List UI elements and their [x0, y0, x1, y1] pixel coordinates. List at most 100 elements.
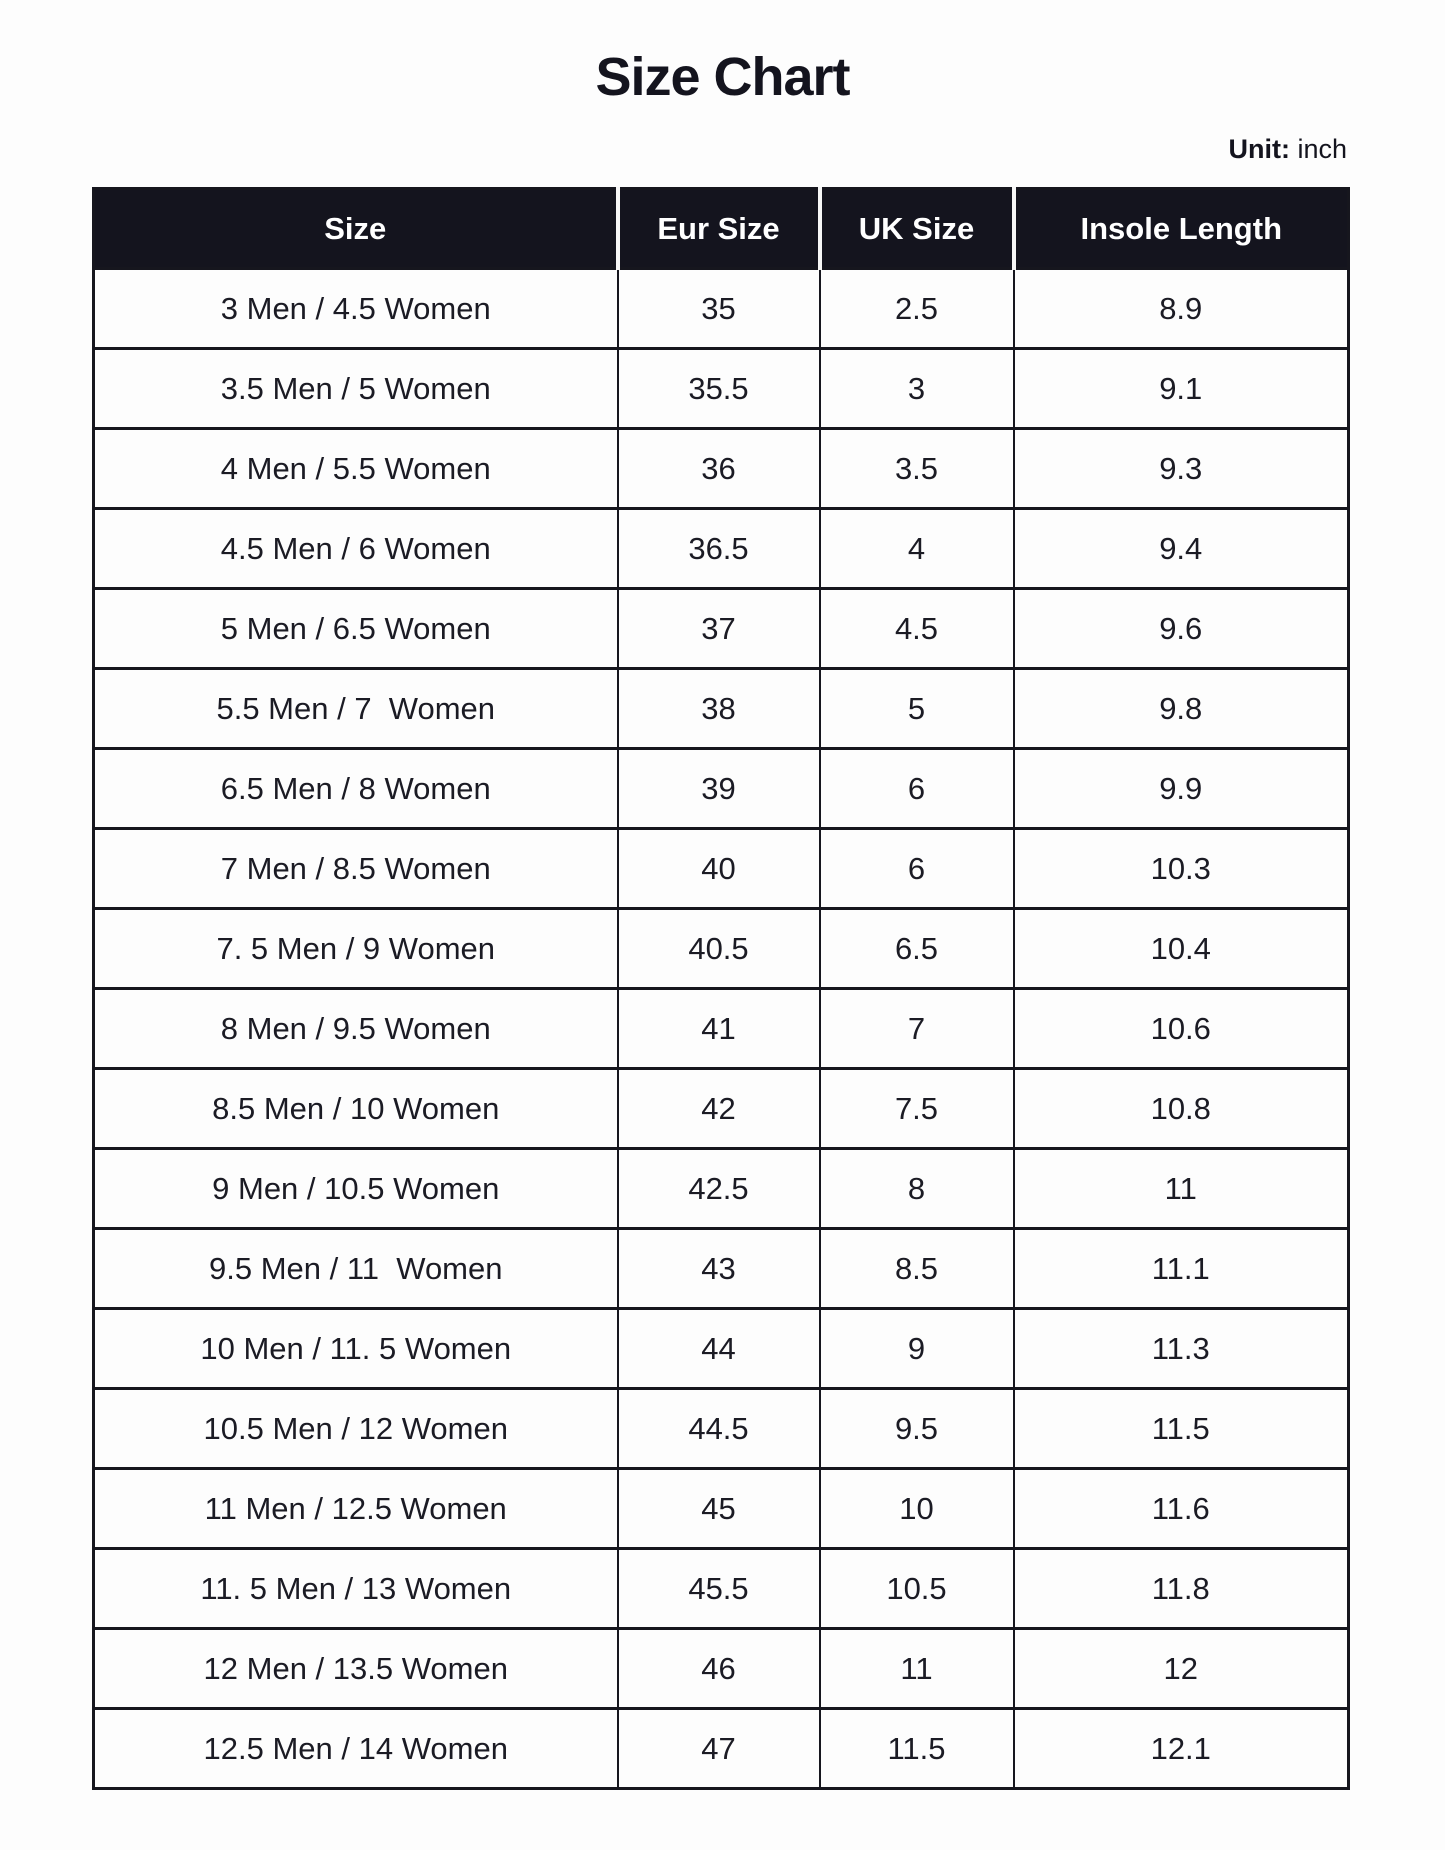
uk-size-cell: 8	[818, 1147, 1015, 1230]
eur-size-cell: 44	[616, 1307, 821, 1390]
uk-size-cell: 2.5	[818, 267, 1015, 350]
uk-size-cell: 7.5	[818, 1067, 1015, 1150]
size-cell: 9 Men / 10.5 Women	[92, 1147, 619, 1230]
eur-size-cell: 45.5	[616, 1547, 821, 1630]
table-body: 3 Men / 4.5 Women 35 2.5 8.9 3.5 Men / 5 Wom…	[92, 267, 1350, 1790]
insole-length-cell: 10.3	[1012, 827, 1350, 910]
insole-length-cell: 9.8	[1012, 667, 1350, 750]
uk-size-cell: 4.5	[818, 587, 1015, 670]
eur-size-cell: 47	[616, 1707, 821, 1790]
eur-size-cell: 38	[616, 667, 821, 750]
insole-length-cell: 11.3	[1012, 1307, 1350, 1390]
eur-size-cell: 42	[616, 1067, 821, 1150]
column-header-insole-length: Insole Length	[1011, 188, 1349, 270]
insole-length-cell: 10.8	[1012, 1067, 1350, 1150]
size-cell: 5.5 Men / 7 Women	[92, 667, 619, 750]
table-row: 10 Men / 11. 5 Women 44 9 11.3	[92, 1307, 1350, 1390]
insole-length-cell: 12.1	[1012, 1707, 1350, 1790]
table-row: 10.5 Men / 12 Women 44.5 9.5 11.5	[92, 1387, 1350, 1470]
insole-length-cell: 9.4	[1012, 507, 1350, 590]
table-row: 6.5 Men / 8 Women 39 6 9.9	[92, 747, 1350, 830]
size-cell: 8 Men / 9.5 Women	[92, 987, 619, 1070]
insole-length-cell: 9.9	[1012, 747, 1350, 830]
column-header-size: Size	[93, 188, 618, 270]
table-row: 3.5 Men / 5 Women 35.5 3 9.1	[92, 347, 1350, 430]
table-row: 9.5 Men / 11 Women 43 8.5 11.1	[92, 1227, 1350, 1310]
table-row: 8.5 Men / 10 Women 42 7.5 10.8	[92, 1067, 1350, 1150]
uk-size-cell: 6.5	[818, 907, 1015, 990]
size-cell: 12.5 Men / 14 Women	[92, 1707, 619, 1790]
uk-size-cell: 11	[818, 1627, 1015, 1710]
uk-size-cell: 3.5	[818, 427, 1015, 510]
uk-size-cell: 9	[818, 1307, 1015, 1390]
eur-size-cell: 41	[616, 987, 821, 1070]
insole-length-cell: 9.3	[1012, 427, 1350, 510]
eur-size-cell: 36.5	[616, 507, 821, 590]
size-cell: 11 Men / 12.5 Women	[92, 1467, 619, 1550]
uk-size-cell: 4	[818, 507, 1015, 590]
insole-length-cell: 11.1	[1012, 1227, 1350, 1310]
table-row: 12.5 Men / 14 Women 47 11.5 12.1	[92, 1707, 1350, 1790]
eur-size-cell: 37	[616, 587, 821, 670]
insole-length-cell: 11	[1012, 1147, 1350, 1230]
table-header: Size Eur Size UK Size Insole Length	[93, 188, 1349, 270]
table-row: 11 Men / 12.5 Women 45 10 11.6	[92, 1467, 1350, 1550]
uk-size-cell: 8.5	[818, 1227, 1015, 1310]
size-cell: 4 Men / 5.5 Women	[92, 427, 619, 510]
size-cell: 8.5 Men / 10 Women	[92, 1067, 619, 1150]
uk-size-cell: 5	[818, 667, 1015, 750]
eur-size-cell: 35	[616, 267, 821, 350]
eur-size-cell: 39	[616, 747, 821, 830]
size-cell: 6.5 Men / 8 Women	[92, 747, 619, 830]
column-header-uk-size: UK Size	[817, 188, 1014, 270]
page-title: Size Chart	[595, 47, 850, 107]
insole-length-cell: 8.9	[1012, 267, 1350, 350]
eur-size-cell: 42.5	[616, 1147, 821, 1230]
size-chart-table: Size Eur Size UK Size Insole Length 3 Me…	[92, 187, 1350, 1790]
size-cell: 10 Men / 11. 5 Women	[92, 1307, 619, 1390]
insole-length-cell: 11.5	[1012, 1387, 1350, 1470]
eur-size-cell: 44.5	[616, 1387, 821, 1470]
eur-size-cell: 45	[616, 1467, 821, 1550]
table-row: 8 Men / 9.5 Women 41 7 10.6	[92, 987, 1350, 1070]
insole-length-cell: 10.6	[1012, 987, 1350, 1070]
insole-length-cell: 12	[1012, 1627, 1350, 1710]
table-row: 11. 5 Men / 13 Women 45.5 10.5 11.8	[92, 1547, 1350, 1630]
insole-length-cell: 10.4	[1012, 907, 1350, 990]
uk-size-cell: 6	[818, 827, 1015, 910]
insole-length-cell: 9.6	[1012, 587, 1350, 670]
uk-size-cell: 9.5	[818, 1387, 1015, 1470]
size-cell: 7 Men / 8.5 Women	[92, 827, 619, 910]
size-cell: 7. 5 Men / 9 Women	[92, 907, 619, 990]
uk-size-cell: 10.5	[818, 1547, 1015, 1630]
column-header-eur-size: Eur Size	[615, 188, 820, 270]
unit-value: inch	[1289, 134, 1347, 164]
unit-line: Unit: inch	[92, 134, 1349, 165]
header-row: Size Eur Size UK Size Insole Length	[93, 188, 1349, 270]
eur-size-cell: 35.5	[616, 347, 821, 430]
uk-size-cell: 10	[818, 1467, 1015, 1550]
table-row: 4.5 Men / 6 Women 36.5 4 9.4	[92, 507, 1350, 590]
size-cell: 5 Men / 6.5 Women	[92, 587, 619, 670]
table-row: 3 Men / 4.5 Women 35 2.5 8.9	[92, 267, 1350, 350]
uk-size-cell: 11.5	[818, 1707, 1015, 1790]
insole-length-cell: 9.1	[1012, 347, 1350, 430]
insole-length-cell: 11.8	[1012, 1547, 1350, 1630]
size-cell: 4.5 Men / 6 Women	[92, 507, 619, 590]
size-cell: 12 Men / 13.5 Women	[92, 1627, 619, 1710]
uk-size-cell: 7	[818, 987, 1015, 1070]
table-row: 4 Men / 5.5 Women 36 3.5 9.3	[92, 427, 1350, 510]
insole-length-cell: 11.6	[1012, 1467, 1350, 1550]
size-cell: 3 Men / 4.5 Women	[92, 267, 619, 350]
eur-size-cell: 36	[616, 427, 821, 510]
size-cell: 9.5 Men / 11 Women	[92, 1227, 619, 1310]
unit-label: Unit:	[1228, 134, 1290, 164]
table-row: 7 Men / 8.5 Women 40 6 10.3	[92, 827, 1350, 910]
table-row: 9 Men / 10.5 Women 42.5 8 11	[92, 1147, 1350, 1230]
table-row: 12 Men / 13.5 Women 46 11 12	[92, 1627, 1350, 1710]
size-cell: 11. 5 Men / 13 Women	[92, 1547, 619, 1630]
eur-size-cell: 43	[616, 1227, 821, 1310]
eur-size-cell: 46	[616, 1627, 821, 1710]
size-cell: 3.5 Men / 5 Women	[92, 347, 619, 430]
eur-size-cell: 40.5	[616, 907, 821, 990]
